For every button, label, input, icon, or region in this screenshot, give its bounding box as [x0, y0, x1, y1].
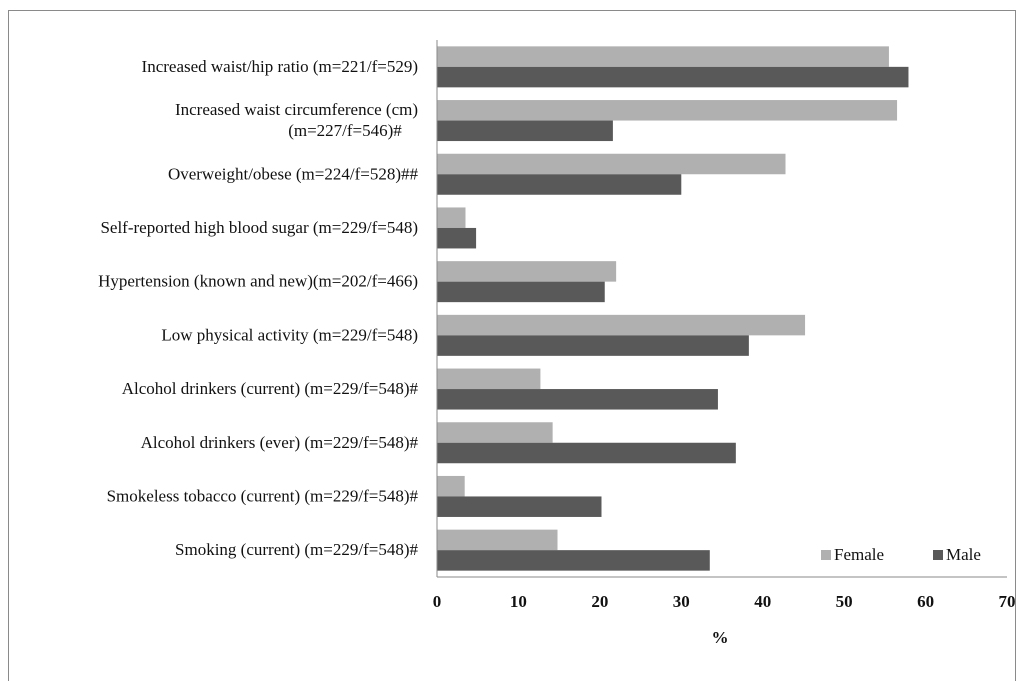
- bar-male-7: [437, 389, 718, 410]
- bar-female-6: [437, 314, 806, 336]
- bar-female-5: [437, 261, 617, 282]
- bar-female-2: [437, 100, 898, 121]
- x-tick-label-40: 40: [754, 592, 771, 611]
- bar-female-7: [437, 368, 541, 390]
- category-label-10: Smoking (current) (m=229/f=548)#: [175, 540, 418, 559]
- category-label-6: Low physical activity (m=229/f=548): [161, 325, 418, 344]
- legend-swatch-male: [933, 550, 943, 560]
- bar-male-9: [437, 496, 602, 517]
- bar-male-4: [437, 227, 477, 249]
- x-tick-label-30: 30: [673, 592, 690, 611]
- category-label-9: Smokeless tobacco (current) (m=229/f=548…: [107, 487, 419, 506]
- chart-frame: [8, 10, 1016, 681]
- category-label-8: Alcohol drinkers (ever) (m=229/f=548)#: [141, 433, 419, 452]
- x-tick-label-70: 70: [999, 592, 1016, 611]
- bar-female-4: [437, 207, 466, 228]
- bars-group: [437, 46, 909, 571]
- category-label-4: Self-reported high blood sugar (m=229/f=…: [100, 218, 418, 237]
- x-axis-title: %: [712, 628, 729, 647]
- legend-label-male: Male: [946, 545, 981, 564]
- legend-label-female: Female: [834, 545, 884, 564]
- bar-male-8: [437, 442, 736, 464]
- bar-male-10: [437, 550, 710, 571]
- bar-male-1: [437, 66, 909, 88]
- bar-female-10: [437, 529, 558, 551]
- bar-male-3: [437, 174, 682, 195]
- x-tick-label-50: 50: [836, 592, 853, 611]
- x-tick-label-0: 0: [433, 592, 442, 611]
- category-label-2: Increased waist circumference (cm) (m=227…: [175, 100, 418, 140]
- bar-female-1: [437, 46, 889, 67]
- category-label-1: Increased waist/hip ratio (m=221/f=529): [142, 57, 418, 76]
- category-label-5: Hypertension (known and new)(m=202/f=466…: [98, 272, 418, 291]
- x-tick-labels: 0 10 20 30 40 50 60 70: [433, 592, 1016, 611]
- category-label-3: Overweight/obese (m=224/f=528)##: [168, 164, 419, 183]
- category-labels: Increased waist/hip ratio (m=221/f=529) I…: [98, 57, 418, 559]
- bar-female-8: [437, 422, 553, 443]
- category-label-7: Alcohol drinkers (current) (m=229/f=548)…: [122, 379, 419, 398]
- legend: Female Male: [821, 545, 981, 564]
- x-tick-label-20: 20: [591, 592, 608, 611]
- bar-female-9: [437, 475, 465, 497]
- bar-female-3: [437, 153, 786, 175]
- x-tick-label-60: 60: [917, 592, 934, 611]
- bar-male-5: [437, 281, 605, 303]
- x-tick-label-10: 10: [510, 592, 527, 611]
- legend-swatch-female: [821, 550, 831, 560]
- bar-male-2: [437, 120, 613, 142]
- bar-male-6: [437, 335, 749, 356]
